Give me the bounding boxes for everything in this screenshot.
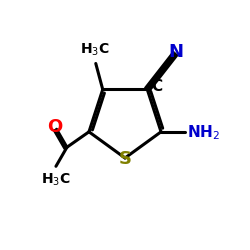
Text: H$_3$C: H$_3$C <box>41 172 71 188</box>
Text: O: O <box>47 118 62 136</box>
Text: C: C <box>151 80 162 94</box>
Text: N: N <box>169 43 184 61</box>
Text: S: S <box>118 150 132 168</box>
Text: NH$_2$: NH$_2$ <box>187 124 220 142</box>
Text: H$_3$C: H$_3$C <box>80 42 110 58</box>
